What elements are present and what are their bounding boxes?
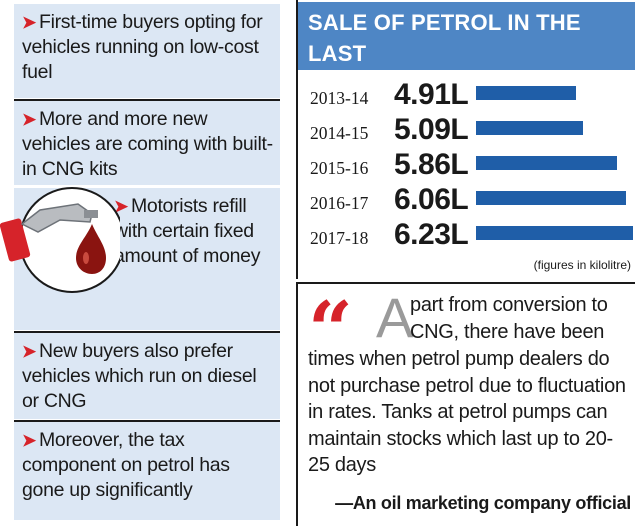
bar: [476, 121, 583, 135]
fact-box-5: ➤ Moreover, the tax component on petrol h…: [14, 422, 280, 520]
quote-attribution: —An oil marketing company official: [335, 493, 631, 513]
chart-title-line-1: SALE OF PETROL IN THE LAST: [308, 10, 581, 66]
quote-line-2: CNG, there have been: [410, 321, 605, 343]
value-label: 6.23L: [394, 218, 469, 251]
chart-panel: SALE OF PETROL IN THE LAST FIVE YEARS IN…: [296, 0, 635, 279]
fact-text-3: Motorists refill with certain fixed amou…: [114, 195, 261, 267]
quote-drop-cap: A: [376, 286, 414, 349]
chart-title: SALE OF PETROL IN THE LAST FIVE YEARS IN…: [298, 2, 635, 97]
year-label: 2017-18: [310, 228, 369, 248]
left-panel: ➤ First-time buyers opting for vehicles r…: [0, 0, 288, 526]
bar: [476, 156, 617, 170]
arrow-icon: ➤: [22, 342, 36, 361]
value-label: 5.86L: [394, 148, 469, 181]
divider: [14, 99, 280, 101]
arrow-icon: ➤: [114, 197, 128, 216]
year-label: 2015-16: [310, 158, 369, 178]
divider: [296, 282, 635, 284]
fact-box-2: ➤ More and more new vehicles are coming w…: [14, 101, 280, 185]
year-label: 2014-15: [310, 123, 369, 143]
bar: [476, 226, 633, 240]
quote-panel: “ A part from conversion to CNG, there h…: [296, 284, 635, 526]
quote-body: times when petrol pump dealers do not pu…: [308, 348, 626, 476]
bar: [476, 191, 626, 205]
divider: [14, 420, 280, 422]
value-label: 4.91L: [394, 78, 469, 111]
quote-mark-icon: “: [308, 285, 353, 376]
arrow-icon: ➤: [22, 110, 36, 129]
fuel-nozzle-with-drop-icon: [0, 187, 120, 293]
fact-text-5: Moreover, the tax component on petrol ha…: [22, 429, 230, 501]
arrow-icon: ➤: [22, 431, 36, 450]
fact-text-4: New buyers also prefer vehicles which ru…: [22, 340, 257, 412]
fact-box-4: ➤ New buyers also prefer vehicles which r…: [14, 333, 280, 419]
fact-box-1: ➤ First-time buyers opting for vehicles r…: [14, 4, 280, 98]
fact-text-1: First-time buyers opting for vehicles ru…: [22, 11, 263, 83]
fact-text-2: More and more new vehicles are coming wi…: [22, 108, 273, 180]
year-label: 2016-17: [310, 193, 369, 213]
bar: [476, 86, 576, 100]
arrow-icon: ➤: [22, 13, 36, 32]
year-label: 2013-14: [310, 88, 369, 108]
quote-line-1: part from conversion to: [410, 294, 608, 316]
divider: [14, 331, 280, 333]
chart-unit-note: (figures in kilolitre): [533, 258, 631, 272]
value-label: 6.06L: [394, 183, 469, 216]
value-label: 5.09L: [394, 113, 469, 146]
